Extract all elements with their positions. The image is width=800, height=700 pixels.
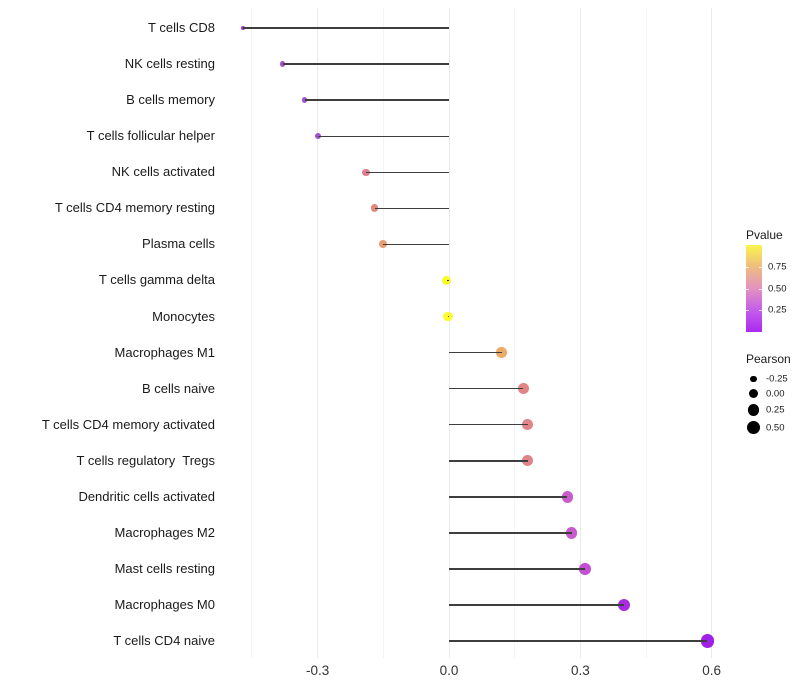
pearson-legend-label: 0.25 [766,404,785,416]
colorbar-tick-mark [746,310,749,312]
lollipop-stem [282,63,449,65]
y-axis-label: NK cells activated [111,164,215,180]
pearson-legend-label: 0.50 [766,422,785,433]
lollipop-stem [304,99,449,101]
y-axis-label: T cells regulatory Tregs [76,452,215,468]
major-gridline [317,8,319,658]
lollipop-stem [446,279,449,282]
lollipop-stem [449,604,625,606]
lollipop-stem [374,207,449,210]
y-axis-label: Macrophages M1 [114,344,215,360]
major-gridline [711,8,713,658]
pearson-legend-label: -0.25 [766,373,788,385]
lollipop-dot [379,240,388,249]
y-axis-label: T cells CD4 memory activated [41,416,215,432]
x-axis-tick-label: -0.3 [306,663,330,678]
y-axis-label: NK cells resting [124,56,215,72]
lollipop-stem [449,460,528,462]
pearson-legend-dot [747,421,760,434]
colorbar-tick-mark [759,310,762,312]
y-axis-label: Monocytes [152,308,215,324]
y-axis-label: T cells CD4 naive [113,633,215,649]
y-axis-label: Mast cells resting [114,561,215,577]
x-axis-tick-label: 0.0 [439,663,459,678]
y-axis-label: B cells memory [126,92,215,108]
lollipop-stem [383,243,449,246]
lollipop-dot [578,563,591,575]
minor-gridline [251,8,253,658]
pvalue-colorbar [746,245,762,332]
colorbar-tick-mark [746,288,749,290]
lollipop-dot [301,97,308,104]
pearson-legend-label: 0.00 [766,388,785,399]
y-axis-label: T cells gamma delta [98,272,215,288]
minor-gridline [382,8,384,658]
lollipop-dot [362,168,370,177]
colorbar-tick-label: 0.75 [768,261,787,273]
minor-gridline [514,8,516,658]
y-axis-label: B cells naive [142,380,215,396]
colorbar-tick-label: 0.25 [768,304,787,316]
lollipop-stem [317,135,449,137]
lollipop-stem [449,640,708,642]
major-gridline [579,8,581,658]
y-axis-label: Plasma cells [142,236,215,252]
y-axis-label: T cells CD4 memory resting [54,200,215,216]
pearson-legend-dot [750,375,757,383]
y-axis-label: Macrophages M0 [114,597,215,613]
y-axis-label: T cells follicular helper [86,128,215,144]
lollipop-dot [522,455,534,467]
y-axis-label: Macrophages M2 [114,524,215,540]
pvalue-legend-title: Pvalue [746,228,783,242]
lollipop-stem [243,27,449,29]
lollipop-dot [522,419,534,431]
y-axis-label: T cells CD8 [148,20,215,35]
x-axis-tick-label: 0.6 [702,663,722,678]
colorbar-tick-label: 0.50 [768,283,787,294]
lollipop-stem [449,424,528,426]
lollipop-stem [449,496,568,498]
lollipop-dot [617,598,631,612]
lollipop-stem [449,532,572,534]
pearson-legend-dot [747,404,760,416]
colorbar-tick-mark [746,266,749,268]
pearson-legend-dot [748,388,759,399]
lollipop-stem [449,351,502,354]
lollipop-stem [449,568,585,570]
colorbar-tick-mark [759,266,762,268]
lollipop-dot [700,634,715,648]
lollipop-stem [365,171,449,173]
y-axis-label: Dendritic cells activated [78,488,215,504]
lollipop-stem [449,388,524,390]
pearson-legend-title: Pearson [746,352,791,366]
lollipop-dot [314,133,321,140]
minor-gridline [645,8,647,658]
major-gridline [448,8,450,658]
lollipop-dot [565,527,578,539]
x-axis-tick-label: 0.3 [570,663,590,678]
lollipop-stem [448,315,449,318]
colorbar-tick-mark [759,288,762,290]
